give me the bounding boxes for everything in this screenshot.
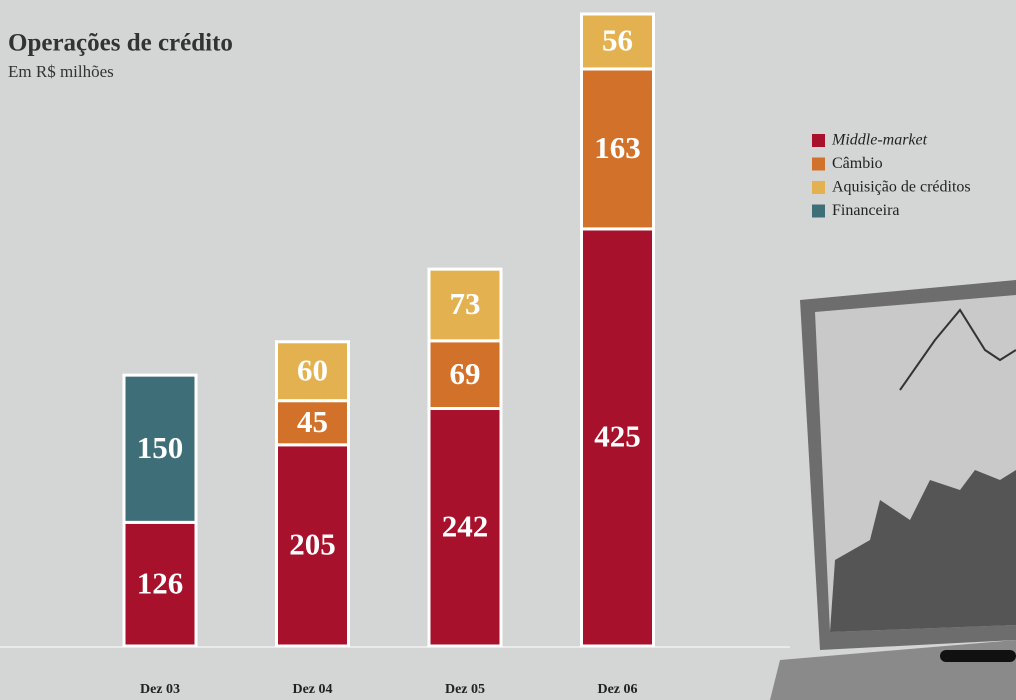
bar-segment <box>427 267 503 343</box>
x-tick-label: Dez 06 <box>597 682 637 697</box>
data-label: 73 <box>450 286 481 321</box>
bar-segment <box>580 227 655 648</box>
data-label: 163 <box>594 130 641 165</box>
data-label: 56 <box>602 23 633 58</box>
legend-label: Financeira <box>832 202 900 219</box>
legend-label: Middle-market <box>831 132 928 149</box>
data-label: 45 <box>297 404 328 439</box>
bar-segment <box>427 407 503 648</box>
data-label: 150 <box>137 430 184 465</box>
bar-segment <box>580 67 655 231</box>
legend-label: Aquisição de créditos <box>832 179 971 196</box>
bar-segment <box>122 520 198 648</box>
data-label: 126 <box>137 565 184 600</box>
chart-subtitle: Em R$ milhões <box>8 62 114 81</box>
bar-segment <box>580 12 655 71</box>
legend-swatch <box>812 157 825 171</box>
legend-label: Câmbio <box>832 155 883 172</box>
legend-swatch <box>812 204 825 218</box>
legend-swatch <box>812 181 825 194</box>
bar-segment <box>122 373 198 524</box>
data-label: 69 <box>450 356 481 391</box>
chart-title: Operações de crédito <box>8 30 233 57</box>
x-tick-label: Dez 03 <box>140 682 180 697</box>
x-tick-label: Dez 04 <box>292 682 332 697</box>
bar-segment <box>275 340 350 403</box>
legend-swatch <box>812 134 825 147</box>
data-label: 242 <box>442 508 489 543</box>
bar-segment <box>427 339 503 411</box>
data-label: 205 <box>289 527 336 562</box>
x-tick-label: Dez 05 <box>445 682 485 697</box>
bar-segment <box>275 399 350 447</box>
data-label: 60 <box>297 352 328 387</box>
data-label: 425 <box>594 419 641 454</box>
laptop-illustration <box>770 280 1016 700</box>
